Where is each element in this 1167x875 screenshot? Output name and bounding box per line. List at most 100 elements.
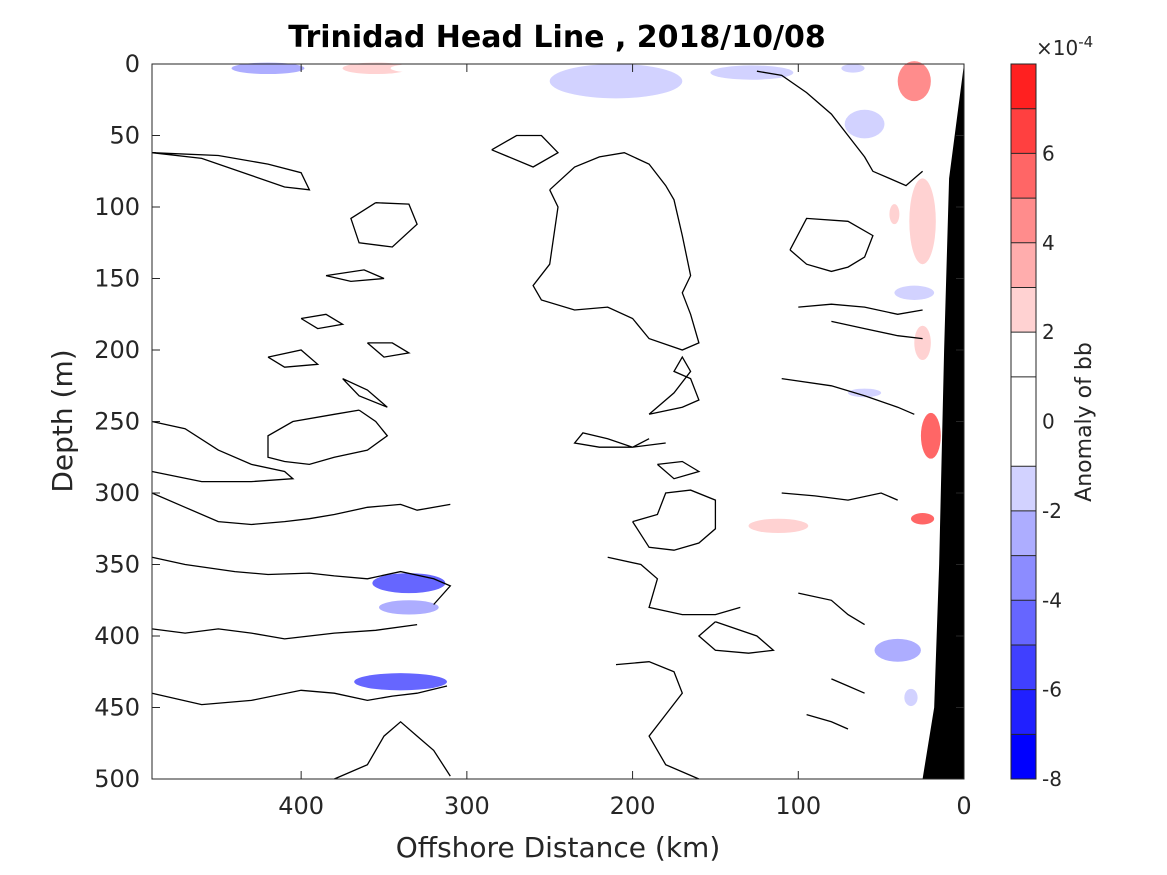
zero-contour-line (151, 685, 448, 706)
zero-contour-line (798, 303, 923, 315)
y-tick-label: 50 (109, 122, 140, 150)
plot-background (152, 64, 964, 779)
zero-contour-line (366, 342, 411, 358)
colorbar-exponent-power: -4 (1078, 33, 1093, 51)
colorbar-band (1011, 689, 1036, 735)
colorbar-band (1011, 600, 1036, 645)
zero-contour-line (151, 623, 418, 640)
zero-contour-line (267, 349, 320, 368)
anomaly-patch (904, 688, 918, 707)
anomaly-patch (841, 64, 865, 73)
zero-contour-line (831, 320, 923, 340)
zero-contour-line (781, 492, 898, 501)
y-tick-label: 200 (94, 336, 140, 364)
colorbar-band (1011, 287, 1036, 333)
zero-contour-line (756, 70, 924, 187)
x-tick-label: 200 (610, 792, 656, 820)
anomaly-patch (844, 109, 885, 139)
anomaly-patch (508, 64, 525, 70)
colorbar-exponent: ×10-4 (1036, 33, 1093, 60)
colorbar-band (1011, 198, 1036, 243)
zero-contours (151, 70, 924, 780)
colorbar-band (1011, 376, 1036, 467)
anomaly-patch (897, 61, 931, 102)
colorbar-band (1011, 510, 1036, 556)
y-tick-label: 400 (94, 622, 140, 650)
zero-contour-line (648, 355, 700, 415)
y-tick-label: 150 (94, 265, 140, 293)
anomaly-patch (241, 118, 262, 125)
anomaly-patch (390, 64, 444, 73)
anomaly-patch (342, 62, 409, 75)
y-axis-label: Depth (m) (46, 349, 79, 492)
colorbar-tick-label: 4 (1042, 231, 1055, 255)
colorbar-band (1011, 64, 1036, 109)
zero-contour-line (632, 489, 717, 551)
anomaly-patch (920, 412, 941, 459)
zero-contour-line (151, 492, 451, 526)
colorbar-tick-label: -2 (1042, 499, 1062, 523)
colorbar-band (1011, 332, 1036, 377)
anomaly-patch (372, 573, 446, 594)
y-tick-label: 0 (125, 50, 140, 78)
colorbar-ticks: 6 4 2 0 -2 -4 -6 -8 (1011, 63, 1062, 791)
colorbar-exponent-base: ×10 (1036, 36, 1078, 60)
colorbar-tick-label: 6 (1042, 141, 1055, 165)
y-tick-label: 100 (94, 193, 140, 221)
anomaly-patch (765, 156, 832, 300)
zero-contour-line (573, 432, 666, 448)
chart-title: Trinidad Head Line , 2018/10/08 (288, 20, 825, 55)
colorbar-tick-label: -4 (1042, 588, 1062, 612)
anomaly-patch (894, 285, 935, 300)
colorbar-tick-label: -6 (1042, 678, 1062, 702)
zero-contour-line (607, 556, 741, 616)
colorbar-band (1011, 644, 1036, 690)
zero-contour-line (798, 592, 865, 626)
y-tick-label: 350 (94, 551, 140, 579)
colorbar-label: Anomaly of bb (1072, 342, 1097, 502)
y-tick-label: 300 (94, 479, 140, 507)
zero-contour-line (806, 713, 849, 730)
anomaly-patch (848, 388, 882, 398)
colorbar-tick-label: 0 (1042, 410, 1055, 434)
zero-contour-line (300, 313, 345, 330)
anomaly-patch (387, 358, 447, 371)
colorbar-band (1011, 466, 1036, 511)
anomaly-patch (910, 513, 935, 525)
anomaly-patch (748, 518, 809, 534)
x-tick-label: 300 (444, 792, 490, 820)
colorbar-band (1011, 242, 1036, 288)
zero-contour-line (656, 460, 701, 480)
anomaly-patch (909, 178, 936, 265)
zero-contour-line (491, 134, 560, 168)
anomaly-patch (914, 325, 931, 361)
x-tick-label: 100 (775, 792, 821, 820)
bathymetry-shelf (922, 64, 964, 779)
zero-contour-line (325, 269, 385, 283)
zero-contour-line (151, 420, 295, 483)
y-tick-label: 450 (94, 694, 140, 722)
colorbar-bands (1011, 64, 1036, 779)
anomaly-patch (392, 112, 476, 159)
anomaly-patch (354, 673, 447, 691)
anomaly-patch (866, 182, 913, 275)
colorbar-band (1011, 555, 1036, 601)
zero-contour-line (151, 152, 311, 191)
colorbar-band (1011, 734, 1036, 779)
anomaly-patch (874, 638, 921, 662)
zero-contour-line (615, 661, 700, 780)
zero-contour-line (334, 720, 451, 780)
zero-contour-line (267, 409, 389, 466)
anomaly-patch (379, 600, 439, 615)
anomaly-patch (549, 64, 683, 99)
anomaly-patch (710, 65, 794, 80)
x-axis-label: Offshore Distance (km) (396, 831, 721, 864)
anomaly-patch (231, 62, 305, 75)
zero-contour-line (831, 678, 865, 694)
zero-contour-line (350, 202, 418, 248)
x-tick-label: 400 (278, 792, 324, 820)
anomaly-patch (889, 204, 900, 225)
colorbar-tick-label: 2 (1042, 320, 1055, 344)
